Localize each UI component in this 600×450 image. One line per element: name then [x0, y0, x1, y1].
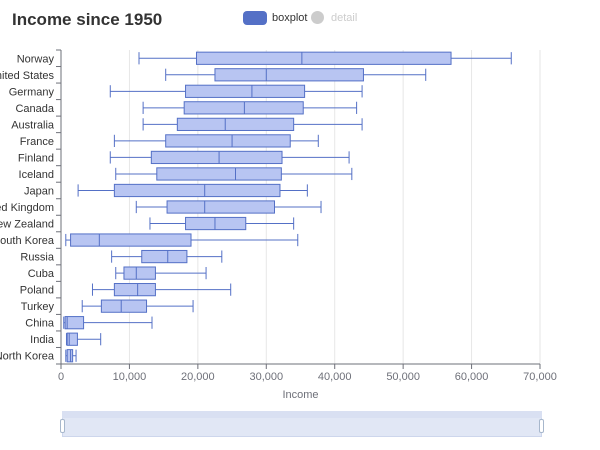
y-tick-label: South Korea: [0, 235, 55, 247]
box-iqr: [113, 183, 281, 198]
y-tick-label: Poland: [20, 285, 54, 297]
y-tick-label: Australia: [11, 119, 55, 131]
x-tick-label: 30,000: [249, 371, 283, 383]
box-iqr: [66, 349, 74, 363]
x-tick-label: 40,000: [318, 371, 352, 383]
legend-item-detail[interactable]: detail: [311, 11, 357, 24]
y-tick-label: Norway: [17, 53, 55, 65]
box-iqr: [141, 249, 188, 264]
x-tick-label: 70,000: [523, 371, 557, 383]
data-zoom-slider[interactable]: [60, 411, 544, 437]
legend-item-boxplot[interactable]: boxplot: [243, 11, 307, 25]
data-zoom-right-handle[interactable]: [539, 419, 544, 433]
y-tick-label: Canada: [15, 103, 54, 115]
y-tick-label: India: [30, 334, 55, 346]
x-tick-label: 10,000: [113, 371, 147, 383]
y-tick-label: Iceland: [19, 169, 54, 181]
box-iqr: [195, 51, 452, 65]
x-axis-title: Income: [282, 389, 318, 401]
y-tick-label: Finland: [18, 152, 54, 164]
x-tick-label: 50,000: [386, 371, 420, 383]
y-tick-label: Japan: [24, 185, 54, 197]
box-iqr: [183, 101, 304, 115]
box-iqr: [150, 150, 283, 165]
box-iqr: [165, 134, 291, 148]
box-iqr: [70, 233, 192, 247]
box-iqr: [123, 266, 156, 280]
box-iqr: [166, 200, 275, 214]
data-zoom-left-handle[interactable]: [60, 419, 65, 433]
box-iqr: [156, 167, 282, 181]
x-tick-label: 0: [58, 371, 64, 383]
data-zoom-move-bar[interactable]: [62, 411, 542, 418]
box-iqr: [113, 283, 156, 297]
box-iqr: [66, 332, 78, 346]
y-tick-label: New Zealand: [0, 219, 54, 231]
y-tick-label: United Kingdom: [0, 202, 54, 214]
y-tick-label: Cuba: [28, 268, 55, 280]
box-iqr: [214, 68, 364, 82]
legend-boxplot-swatch-icon: [243, 11, 267, 25]
box-iqr: [176, 117, 295, 131]
box-iqr: [100, 299, 148, 313]
x-tick-label: 60,000: [455, 371, 489, 383]
box-iqr: [185, 84, 306, 98]
box-iqr: [64, 316, 85, 330]
box-iqr: [185, 216, 247, 231]
chart-title: Income since 1950: [12, 10, 163, 29]
legend-boxplot-label: boxplot: [272, 12, 308, 24]
y-tick-label: Russia: [20, 252, 55, 264]
y-tick-label: China: [25, 318, 55, 330]
y-tick-label: Germany: [9, 86, 55, 98]
y-tick-label: United States: [0, 70, 54, 82]
y-tick-label: France: [20, 136, 54, 148]
y-tick-label: North Korea: [0, 351, 55, 363]
x-tick-label: 20,000: [181, 371, 215, 383]
legend-detail-dot-icon: [311, 11, 324, 24]
legend-detail-label: detail: [331, 11, 358, 24]
y-tick-label: Turkey: [21, 301, 55, 313]
